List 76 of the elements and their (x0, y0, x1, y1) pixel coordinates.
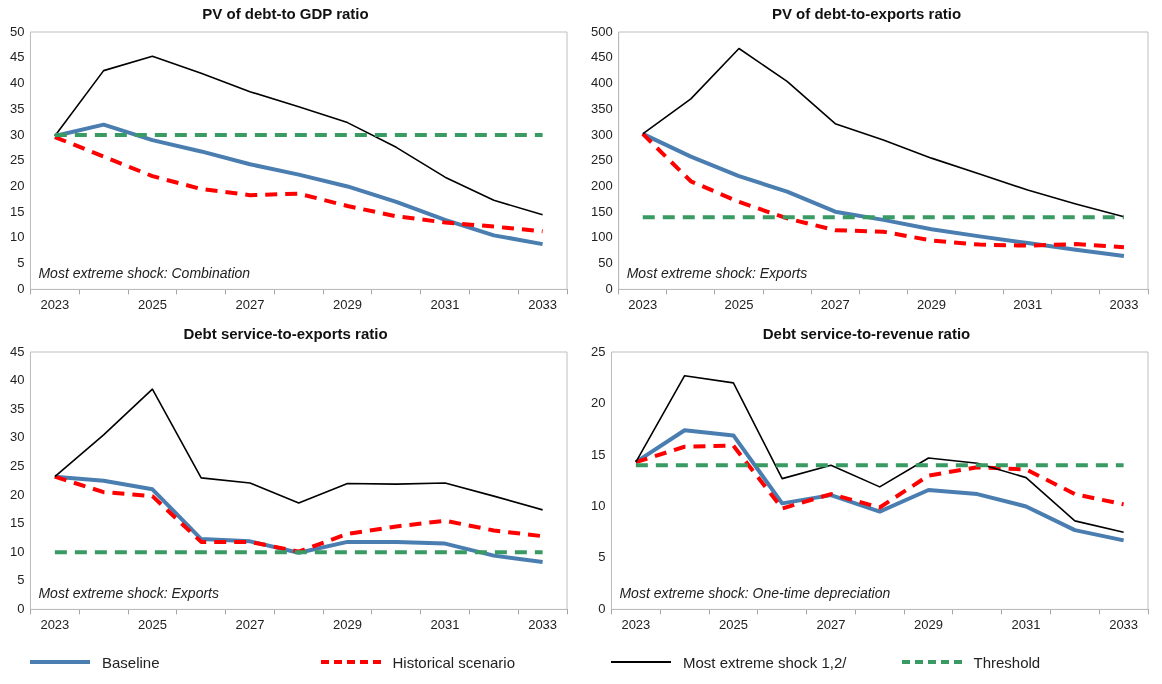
annotation: Most extreme shock: Exports (626, 265, 808, 282)
annotation: Most extreme shock: Combination (38, 265, 251, 282)
x-tick-label: 2029 (914, 616, 943, 632)
y-tick-label: 250 (590, 152, 613, 168)
y-tick-label: 10 (590, 498, 606, 514)
y-tick-label: 150 (590, 203, 613, 219)
x-tick-label: 2033 (528, 616, 558, 632)
x-tick-label: 2023 (40, 616, 70, 632)
y-tick-label: 30 (9, 429, 25, 445)
x-tick-label: 2025 (137, 616, 167, 632)
annotation: Most extreme shock: One-time depreciation (619, 585, 891, 602)
x-tick-label: 2025 (724, 296, 754, 312)
y-tick-label: 20 (590, 395, 606, 411)
y-tick-label: 25 (590, 343, 606, 359)
legend-label: Most extreme shock 1,2/ (683, 653, 847, 671)
x-tick-label: 2031 (430, 296, 460, 312)
x-tick-label: 2025 (137, 296, 167, 312)
x-tick-label: 2027 (235, 296, 265, 312)
y-tick-label: 5 (17, 255, 25, 271)
y-tick-label: 200 (590, 178, 613, 194)
y-tick-label: 5 (17, 572, 25, 588)
chart-title: Debt service-to-revenue ratio (762, 325, 971, 343)
x-tick-label: 2029 (333, 616, 362, 632)
x-tick-label: 2027 (235, 616, 265, 632)
y-tick-label: 35 (9, 100, 25, 116)
y-tick-label: 40 (9, 75, 25, 91)
x-tick-label: 2033 (1109, 616, 1139, 632)
x-tick-label: 2033 (1109, 296, 1139, 312)
y-tick-label: 500 (590, 23, 613, 39)
y-tick-label: 50 (9, 23, 25, 39)
y-tick-label: 10 (9, 229, 25, 245)
y-tick-label: 30 (9, 126, 25, 142)
y-tick-label: 15 (9, 515, 25, 531)
y-tick-label: 10 (9, 543, 25, 559)
x-tick-label: 2023 (628, 296, 658, 312)
legend-label: Baseline (102, 653, 160, 671)
x-tick-label: 2023 (621, 616, 651, 632)
y-tick-label: 100 (590, 229, 613, 245)
y-tick-label: 40 (9, 372, 25, 388)
y-tick-label: 25 (9, 457, 25, 473)
y-tick-label: 350 (590, 100, 613, 116)
y-tick-label: 0 (17, 600, 25, 616)
y-tick-label: 45 (9, 343, 25, 359)
y-tick-label: 0 (598, 600, 606, 616)
x-tick-label: 2027 (820, 296, 850, 312)
y-tick-label: 15 (9, 203, 25, 219)
y-tick-label: 5 (598, 549, 606, 565)
line-series (633, 443, 1126, 511)
x-tick-label: 2031 (430, 616, 460, 632)
y-tick-label: 35 (9, 400, 25, 416)
y-tick-label: 0 (17, 280, 25, 296)
chart-title: Debt service-to-exports ratio (183, 325, 388, 343)
y-tick-label: 0 (605, 280, 613, 296)
y-tick-label: 400 (590, 75, 613, 91)
y-tick-label: 45 (9, 49, 25, 65)
y-tick-label: 20 (9, 178, 25, 194)
x-tick-label: 2031 (1013, 296, 1043, 312)
line-series (52, 135, 545, 234)
x-tick-label: 2033 (528, 296, 558, 312)
y-tick-label: 300 (590, 126, 613, 142)
y-tick-label: 25 (9, 152, 25, 168)
y-tick-label: 450 (590, 49, 613, 65)
y-tick-label: 20 (9, 486, 25, 502)
x-tick-label: 2031 (1011, 616, 1041, 632)
x-tick-label: 2025 (718, 616, 748, 632)
x-tick-label: 2023 (40, 296, 70, 312)
y-tick-label: 15 (590, 446, 606, 462)
x-tick-label: 2027 (816, 616, 846, 632)
chart-title: PV of debt-to GDP ratio (202, 5, 369, 23)
y-tick-label: 50 (598, 255, 613, 271)
x-tick-label: 2029 (333, 296, 362, 312)
legend-label: Threshold (973, 653, 1041, 671)
chart-title: PV of debt-to-exports ratio (771, 5, 962, 23)
x-tick-label: 2029 (917, 296, 946, 312)
legend-label: Historical scenario (392, 653, 516, 671)
annotation: Most extreme shock: Exports (38, 585, 219, 602)
